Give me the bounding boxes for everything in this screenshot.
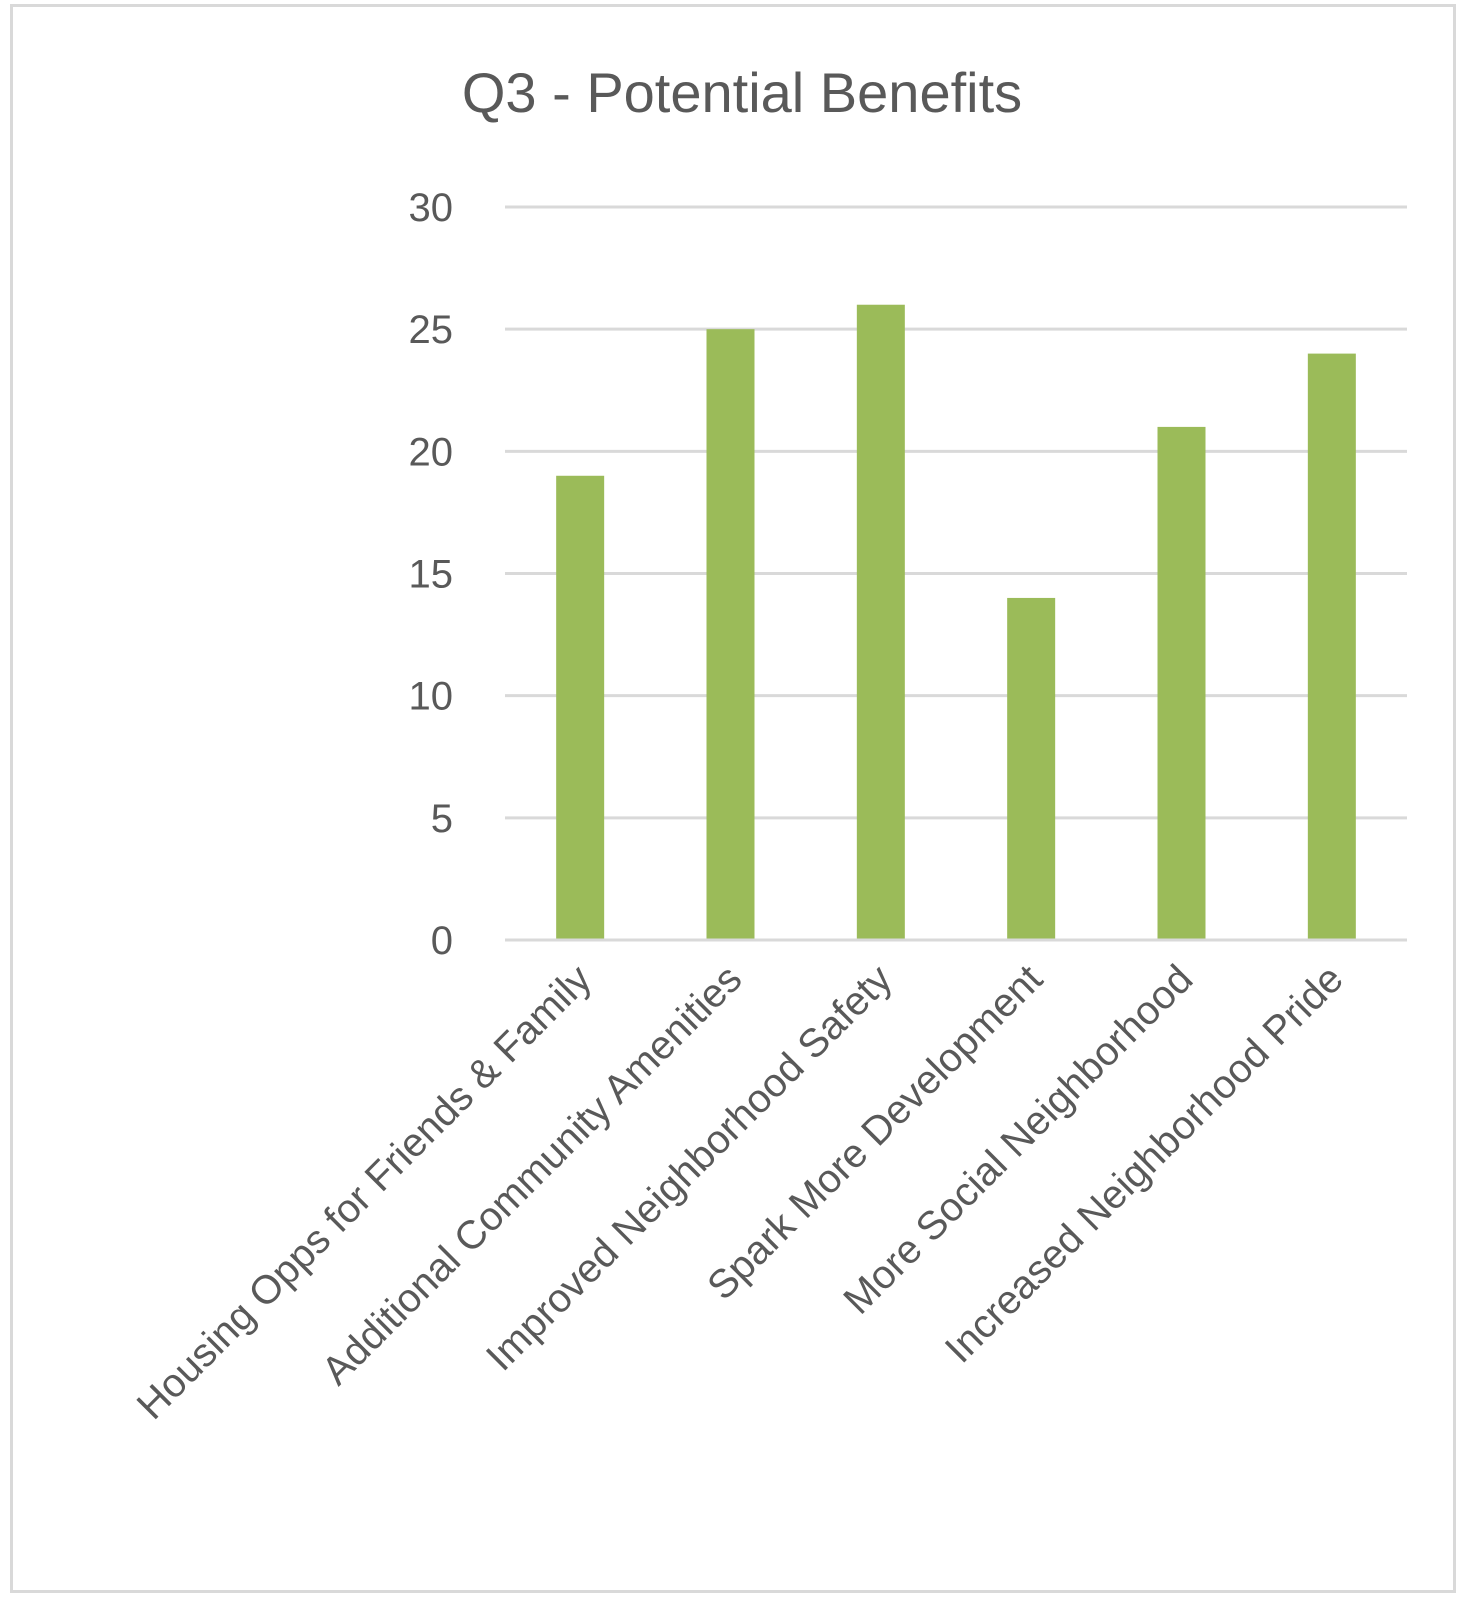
gridlines — [505, 205, 1407, 942]
bar — [856, 304, 905, 940]
y-tick-label: 20 — [409, 430, 454, 474]
y-tick-label: 5 — [431, 797, 453, 841]
y-tick-label: 15 — [409, 553, 454, 597]
bar — [1157, 426, 1206, 940]
bar — [1307, 353, 1356, 941]
y-tick-label: 30 — [409, 186, 454, 230]
bar — [706, 329, 755, 941]
bar — [556, 475, 605, 940]
bar — [1007, 597, 1056, 940]
y-axis-tick-labels: 0 5 10 15 20 25 30 — [409, 186, 454, 963]
bars — [505, 304, 1407, 942]
y-tick-label: 10 — [409, 675, 454, 719]
y-tick-label: 0 — [431, 919, 453, 963]
x-axis-category-labels: Housing Opps for Friends & FamilyAdditio… — [129, 957, 1352, 1428]
chart-title: Q3 - Potential Benefits — [462, 61, 1022, 124]
y-tick-label: 25 — [409, 308, 454, 352]
